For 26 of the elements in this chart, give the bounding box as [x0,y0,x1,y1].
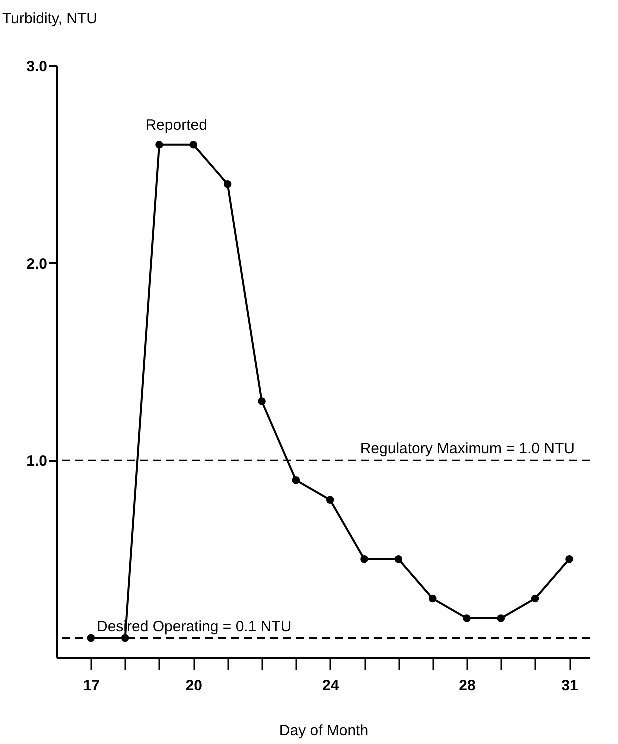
y-tick-label: 1.0 [26,453,48,470]
point [360,555,368,564]
point [258,398,266,406]
point [463,614,471,622]
x-tick-label: 20 [186,678,203,694]
point [497,614,506,622]
x-tick-label: 17 [83,678,100,694]
point [292,476,300,484]
point [428,594,437,603]
x-axis-title: Day of Month [279,722,369,740]
point [531,594,540,603]
point [224,180,232,188]
point [190,141,198,149]
point [326,496,334,504]
point [121,634,130,642]
y-tick-label: 2.0 [26,256,48,273]
y-tick-label: 3.0 [26,58,48,76]
point [156,141,164,149]
point [394,555,403,564]
y-axis-title: Turbidity, NTU [2,10,98,28]
point [566,555,574,564]
ref-line-label: Regulatory Maximum = 1.0 NTU [360,440,575,458]
annotation: Reported [146,116,208,134]
x-tick-label: 28 [459,678,476,694]
x-tick-label: 31 [562,678,578,694]
x-tick-label: 24 [322,678,340,694]
